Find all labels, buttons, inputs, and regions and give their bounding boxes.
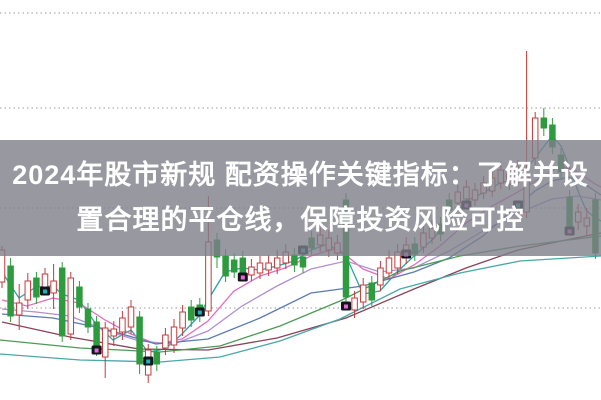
candle	[540, 108, 548, 136]
candle	[230, 253, 238, 278]
candle	[50, 264, 57, 309]
signal-marker	[194, 307, 205, 317]
candle	[179, 305, 186, 336]
signal-marker	[91, 345, 102, 355]
candle	[7, 258, 14, 322]
candle	[368, 276, 376, 306]
candle	[15, 284, 23, 330]
candle	[162, 328, 169, 355]
headline-line-2: 置合理的平仓线，保障投资风险可控	[76, 205, 525, 235]
ma-long-teal	[0, 255, 601, 363]
candle	[76, 281, 83, 313]
signal-marker	[341, 301, 351, 311]
candle	[248, 259, 255, 281]
candle	[265, 255, 272, 276]
signal-marker	[40, 286, 50, 296]
candle	[359, 278, 367, 309]
candle	[187, 300, 195, 327]
signal-marker	[237, 272, 248, 282]
candle	[256, 256, 264, 279]
candle	[153, 346, 161, 371]
candle	[67, 272, 75, 340]
candle	[84, 303, 92, 333]
headline-overlay: 2024年股市新规 配资操作关键指标：了解并设 置合理的平仓线，保障投资风险可控	[0, 140, 601, 256]
candle	[33, 272, 40, 304]
signal-marker	[143, 356, 154, 366]
candle	[24, 273, 32, 309]
candle	[127, 300, 135, 334]
candle	[101, 322, 109, 378]
candle	[119, 311, 126, 340]
candle	[58, 262, 66, 342]
candle	[110, 321, 118, 346]
headline-line-1: 2024年股市新规 配资操作关键指标：了解并设	[12, 160, 589, 190]
candle	[136, 311, 143, 374]
candle	[170, 319, 178, 353]
candle	[351, 291, 358, 318]
candle	[377, 261, 384, 291]
